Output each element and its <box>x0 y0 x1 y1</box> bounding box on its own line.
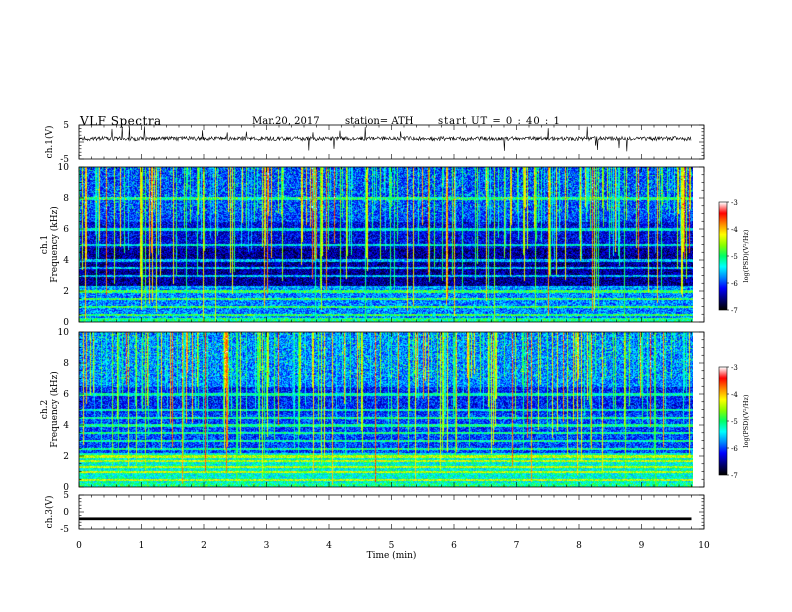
ch1-spectrogram-image <box>79 167 693 322</box>
x-axis-label: Time (min) <box>367 550 417 561</box>
y-tick-label: 10 <box>58 163 70 173</box>
panel-frame-2 <box>78 166 705 323</box>
x-tick-label: 0 <box>76 541 82 551</box>
y-axis-label: ch.3(V) <box>44 496 55 529</box>
x-tick-label: 2 <box>201 541 207 551</box>
colorbar-tick-label: -4 <box>731 391 738 399</box>
colorbar-tick-label: -5 <box>731 253 738 261</box>
y-tick-label: -5 <box>60 525 69 535</box>
y-axis-label-channel: ch.2 <box>40 400 50 419</box>
x-tick-label: 8 <box>576 541 582 551</box>
colorbar-label: log(PSD)(V²/Hz) <box>742 394 750 447</box>
colorbar-tick-label: -7 <box>731 307 738 315</box>
y-tick-label: 5 <box>63 121 69 131</box>
ch1-colorbar-image <box>719 202 727 310</box>
ch2-colorbar-image <box>719 367 727 475</box>
x-tick-label: 5 <box>389 541 395 551</box>
ch2-spectrogram-image <box>79 332 693 487</box>
x-tick-label: 3 <box>264 541 270 551</box>
panel-frame-3 <box>78 331 705 488</box>
y-tick-label: 2 <box>63 452 69 462</box>
colorbar-label: log(PSD)(V²/Hz) <box>742 229 750 282</box>
y-tick-label: 8 <box>63 194 69 204</box>
colorbar-tick-label: -7 <box>731 472 738 480</box>
y-tick-label: 4 <box>63 421 69 431</box>
panel-frame-4 <box>78 494 705 530</box>
y-axis-label: Frequency (kHz) <box>49 206 60 283</box>
date-label: Mar.20, 2017 <box>252 116 320 127</box>
x-tick-label: 9 <box>639 541 645 551</box>
y-tick-label: 5 <box>63 491 69 501</box>
y-axis-label: Frequency (kHz) <box>49 371 60 448</box>
y-tick-label: 4 <box>63 256 69 266</box>
y-tick-label: 6 <box>63 390 69 400</box>
start-ut-label: start UT = 0 : 40 : 1 <box>438 116 561 127</box>
x-tick-label: 1 <box>139 541 145 551</box>
y-tick-label: 6 <box>63 225 69 235</box>
x-tick-label: 7 <box>514 541 520 551</box>
y-tick-label: -5 <box>60 155 69 165</box>
colorbar-tick-label: -4 <box>731 226 738 234</box>
y-tick-label: 0 <box>63 318 69 328</box>
y-tick-label: 0 <box>63 483 69 493</box>
colorbar-tick-label: -3 <box>731 364 738 372</box>
x-tick-label: 4 <box>326 541 332 551</box>
y-tick-label: 2 <box>63 287 69 297</box>
figure-title: VLF Spectra <box>80 114 162 128</box>
ch1-waveform-line <box>78 126 692 152</box>
colorbar-tick-label: -6 <box>731 445 738 453</box>
colorbar-tick-label: -3 <box>731 199 738 207</box>
ch3-waveform-band <box>79 517 692 521</box>
colorbar-frame-2 <box>718 366 728 476</box>
colorbar-tick-label: -6 <box>731 280 738 288</box>
y-tick-label: 0 <box>63 508 69 518</box>
x-tick-label: 10 <box>698 541 710 551</box>
y-axis-label: ch.1(V) <box>44 126 55 159</box>
colorbar-frame-1 <box>718 201 728 311</box>
colorbar-tick-label: -5 <box>731 418 738 426</box>
y-tick-label: 8 <box>63 359 69 369</box>
y-tick-label: 10 <box>58 328 70 338</box>
y-axis-label-channel: ch.1 <box>40 235 50 254</box>
panel-frame-1 <box>78 124 705 160</box>
x-tick-label: 6 <box>451 541 457 551</box>
station-label: station= ATH <box>345 116 414 127</box>
